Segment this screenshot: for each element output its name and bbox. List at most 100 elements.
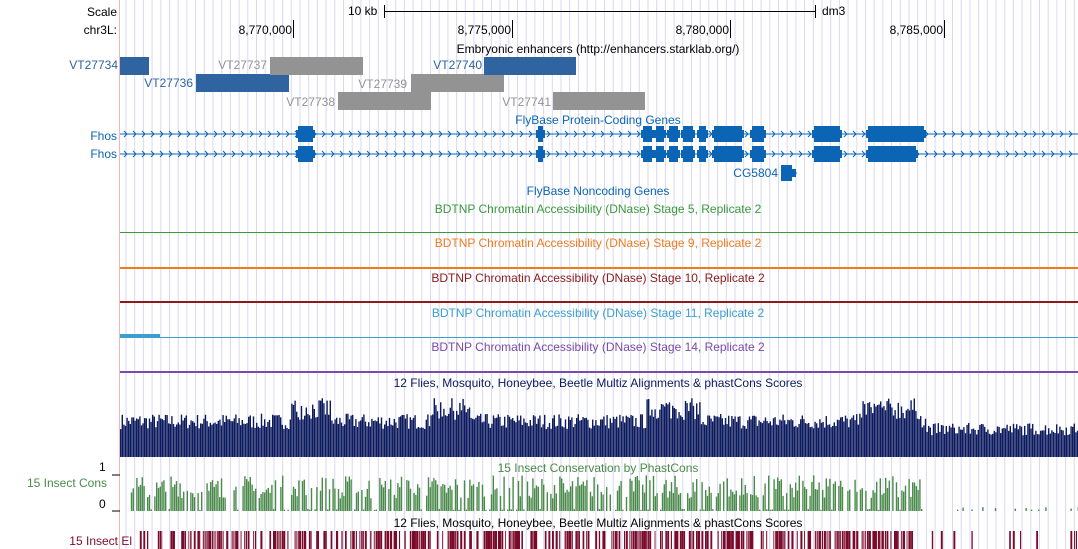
el-bar	[625, 531, 628, 549]
enhancer-feature[interactable]	[270, 57, 363, 75]
enhancer-label[interactable]: VT27734	[69, 58, 118, 72]
alignment-bar	[788, 420, 791, 457]
alignment-bar	[464, 405, 466, 457]
cons-bar	[1045, 507, 1047, 511]
cons-bar	[235, 486, 237, 511]
gene-label[interactable]: CG5804	[733, 166, 778, 180]
enhancer-feature[interactable]	[120, 57, 149, 75]
alignment-bar	[881, 407, 883, 457]
enhancer-label[interactable]: VT27738	[286, 95, 335, 109]
el-bar	[530, 531, 533, 549]
cons-bar	[143, 486, 145, 511]
alignment-bar	[619, 414, 621, 457]
dnase-signal[interactable]	[120, 232, 1078, 233]
cons-bar	[636, 475, 638, 511]
transcript-label[interactable]: Fhos	[90, 147, 117, 161]
utr	[641, 130, 654, 138]
alignment-bar	[529, 419, 531, 457]
alignment-bar	[227, 419, 229, 457]
cons-bar	[609, 494, 611, 511]
alignment-bar	[596, 425, 599, 457]
alignment-bar	[406, 414, 408, 457]
utr	[791, 169, 796, 177]
alignment-bar	[697, 414, 699, 457]
cons-track-label[interactable]: 15 Insect Cons	[26, 476, 107, 490]
alignment-bar	[728, 415, 730, 457]
enhancer-label[interactable]: VT27740	[433, 58, 482, 72]
cons-bar	[692, 482, 694, 511]
el-bar	[903, 531, 905, 549]
alignment-bar	[604, 425, 607, 457]
alignment-bar	[816, 423, 818, 457]
scale-bar-left-cap	[384, 5, 385, 18]
alignment-bar	[492, 415, 495, 457]
cons-bar	[435, 480, 437, 511]
enhancer-feature[interactable]	[196, 74, 289, 92]
alignment-bar	[560, 418, 562, 457]
cons-bar	[296, 496, 298, 511]
alignment-bar	[411, 419, 413, 457]
dnase-signal[interactable]	[120, 301, 1078, 303]
alignment-bar	[972, 428, 975, 457]
enhancer-label[interactable]: VT27736	[144, 76, 193, 90]
el-track-label[interactable]: 15 Insect El	[69, 534, 132, 548]
alignment-bar	[150, 421, 152, 457]
enhancer-feature[interactable]	[411, 74, 504, 92]
enhancer-label[interactable]: VT27737	[218, 58, 267, 72]
enhancer-feature[interactable]	[338, 92, 431, 110]
strand-arrow	[852, 130, 857, 138]
el-bar	[298, 531, 300, 549]
alignment-bar	[931, 435, 933, 457]
el-bar	[953, 531, 956, 549]
alignment-bar	[1028, 423, 1031, 457]
strand-arrow	[492, 150, 497, 158]
alignment-bar	[273, 415, 275, 457]
el-bar	[897, 531, 899, 549]
dnase-signal[interactable]	[120, 371, 1078, 373]
dnase-signal[interactable]	[120, 267, 1078, 269]
cons-bar	[726, 478, 728, 511]
cons-bar	[901, 490, 903, 511]
cons-bar	[283, 509, 286, 511]
cons-bar	[598, 509, 601, 511]
exon	[781, 165, 792, 181]
cons-bar	[710, 492, 712, 511]
cons-bar	[750, 494, 752, 511]
alignment-bar	[435, 405, 437, 457]
alignment-bar	[833, 422, 835, 457]
strand-arrow	[348, 130, 353, 138]
strand-arrow	[519, 130, 524, 138]
enhancer-feature[interactable]	[484, 57, 576, 75]
el-bar	[274, 531, 277, 549]
alignment-bar	[414, 415, 416, 457]
strand-arrow	[150, 150, 155, 158]
utr	[536, 130, 545, 138]
alignment-bar	[436, 411, 439, 457]
alignment-bar	[692, 405, 695, 457]
enhancer-label[interactable]: VT27741	[502, 95, 551, 109]
cons-bar	[787, 509, 790, 511]
alignment-bar	[382, 428, 384, 457]
cons-bar	[251, 484, 253, 511]
el-bar	[418, 531, 420, 549]
cons-bar	[811, 481, 813, 511]
alignment-bar	[1014, 428, 1016, 457]
alignment-bar	[934, 423, 936, 457]
strand-arrow	[780, 130, 785, 138]
alignment-bar	[593, 425, 595, 457]
strand-arrow	[186, 150, 191, 158]
transcript-label[interactable]: Fhos	[90, 129, 117, 143]
cons-bar	[316, 487, 318, 511]
enhancer-label[interactable]: VT27739	[358, 77, 407, 91]
alignment-bar	[864, 404, 866, 457]
el-bar	[849, 531, 851, 549]
cons-bar	[517, 480, 520, 511]
alignment-bar	[590, 428, 592, 457]
dnase-signal[interactable]	[120, 337, 1078, 338]
enhancer-feature[interactable]	[553, 92, 645, 110]
